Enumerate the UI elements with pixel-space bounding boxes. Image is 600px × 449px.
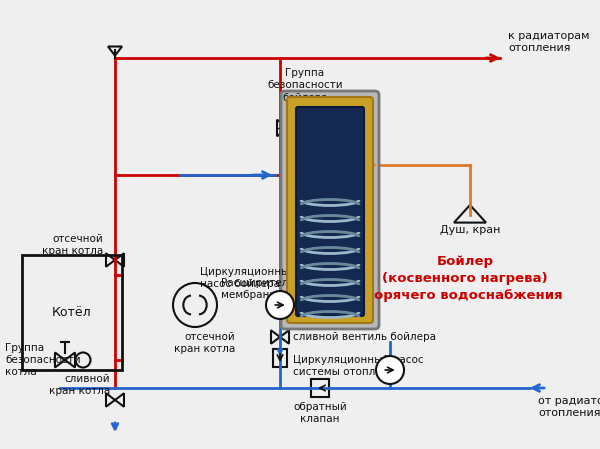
Text: Котёл: Котёл [52,305,92,318]
Circle shape [376,356,404,384]
Text: сливной вентиль бойлера: сливной вентиль бойлера [293,332,436,342]
Bar [273,349,287,367]
Bar [22,255,122,370]
Text: к радиаторам
отопления: к радиаторам отопления [508,31,589,53]
Text: от радиаторов
отопления: от радиаторов отопления [538,396,600,418]
Bar [311,379,329,397]
Text: отсечной
кран котла: отсечной кран котла [42,233,103,256]
Text: Бойлер
(косвенного нагрева)
горячего водоснабжения: Бойлер (косвенного нагрева) горячего вод… [367,255,563,302]
FancyBboxPatch shape [287,97,373,323]
Text: обратный
клапан: обратный клапан [293,402,347,424]
Circle shape [266,291,294,319]
Text: Группа
безопасности
бойлера: Группа безопасности бойлера [267,68,343,103]
Text: Группа
безопасности
котла: Группа безопасности котла [5,343,80,378]
Text: отсечной
кран котла: отсечной кран котла [174,332,235,354]
Text: Циркуляционный насос
системы отопления: Циркуляционный насос системы отопления [293,355,424,378]
Text: Циркуляционный
насос бойлера: Циркуляционный насос бойлера [200,267,296,289]
FancyBboxPatch shape [296,107,364,316]
Text: Расширительный
мембранный бак: Расширительный мембранный бак [221,278,317,300]
FancyBboxPatch shape [281,91,379,329]
Text: Душ, кран: Душ, кран [440,225,500,235]
Text: сливной
кран котла: сливной кран котла [49,374,110,396]
